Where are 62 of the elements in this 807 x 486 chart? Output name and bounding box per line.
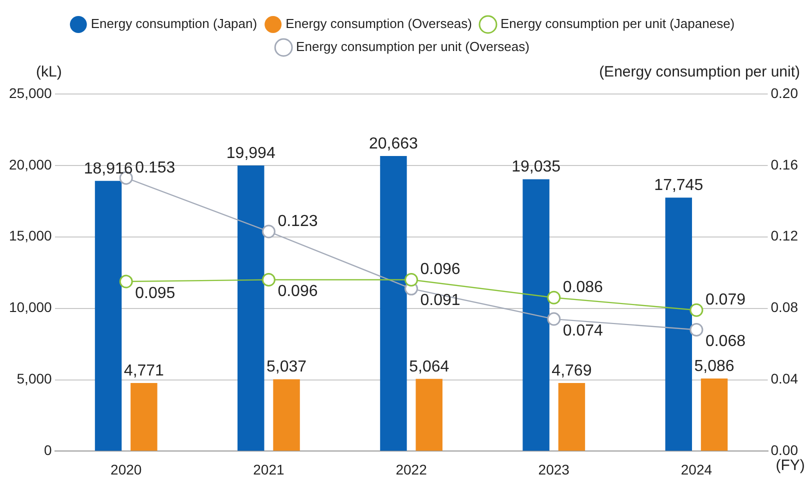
legend-label: Energy consumption per unit (Japanese): [500, 16, 735, 32]
point: [547, 290, 561, 304]
point: [690, 303, 704, 317]
data-label: 18,916: [84, 160, 133, 178]
y2-tick-label: 0.16: [770, 156, 798, 172]
x-tick-label: 2022: [396, 461, 428, 478]
data-label: 0.074: [562, 322, 604, 340]
point: [262, 272, 276, 286]
bar: [416, 378, 442, 451]
bar: [700, 378, 728, 451]
data-label: 0.091: [420, 292, 460, 310]
data-label: 0.079: [705, 292, 746, 309]
y-tick-label: 0: [44, 442, 52, 458]
x-tick-label: 2021: [253, 461, 284, 478]
y2-tick-label: 0.08: [770, 299, 798, 316]
data-label: 5,064: [409, 358, 450, 376]
data-label: 19,994: [226, 144, 276, 162]
data-label: 5,037: [266, 358, 307, 376]
data-label: 0.153: [135, 159, 176, 176]
legend-label: Energy consumption (Japan): [90, 16, 258, 32]
bar: [130, 383, 158, 451]
data-label: 0.086: [562, 279, 604, 296]
y2-tick-label: 0.00: [770, 442, 798, 458]
x-tick-label: 2020: [110, 461, 142, 478]
y2-tick-label: 0.20: [770, 84, 798, 101]
bar: [522, 179, 550, 451]
data-label: 0.096: [278, 283, 318, 300]
x-tick-label: 2024: [680, 461, 712, 478]
y-tick-label: 5,000: [16, 370, 52, 387]
y-tick-label: 15,000: [8, 228, 52, 244]
bar: [665, 198, 692, 451]
data-label: 17,745: [654, 177, 704, 194]
point: [262, 224, 276, 238]
data-label: 0.123: [278, 212, 318, 230]
bar: [558, 383, 586, 451]
bar: [238, 166, 264, 451]
point: [404, 272, 418, 286]
data-label: 20,663: [368, 135, 418, 152]
y-axis-title: (kL): [36, 64, 62, 81]
legend-label: Energy consumption (Overseas): [286, 16, 472, 32]
x-tick-label: 2023: [538, 461, 570, 478]
bar: [273, 379, 300, 451]
x-axis-title: (FY): [776, 456, 805, 474]
y-tick-label: 20,000: [8, 156, 52, 172]
y-tick-label: 25,000: [8, 84, 52, 101]
bar: [380, 156, 407, 451]
y2-axis-title: (Energy consumption per unit): [599, 64, 800, 81]
data-label: 5,086: [694, 358, 734, 375]
data-label: 0.095: [135, 284, 176, 302]
bar: [94, 180, 122, 451]
data-label: 0.096: [420, 261, 460, 278]
legend-label: Energy consumption per unit (Overseas): [296, 39, 530, 54]
data-label: 4,771: [124, 362, 164, 380]
y2-tick-label: 0.04: [770, 370, 798, 387]
point: [690, 323, 704, 336]
y2-tick-label: 0.12: [770, 228, 798, 244]
y-tick-label: 10,000: [8, 299, 52, 316]
data-label: 0.068: [705, 333, 746, 350]
point: [119, 274, 133, 288]
data-label: 4,769: [552, 362, 592, 380]
point: [547, 312, 561, 326]
data-label: 19,035: [512, 158, 561, 176]
